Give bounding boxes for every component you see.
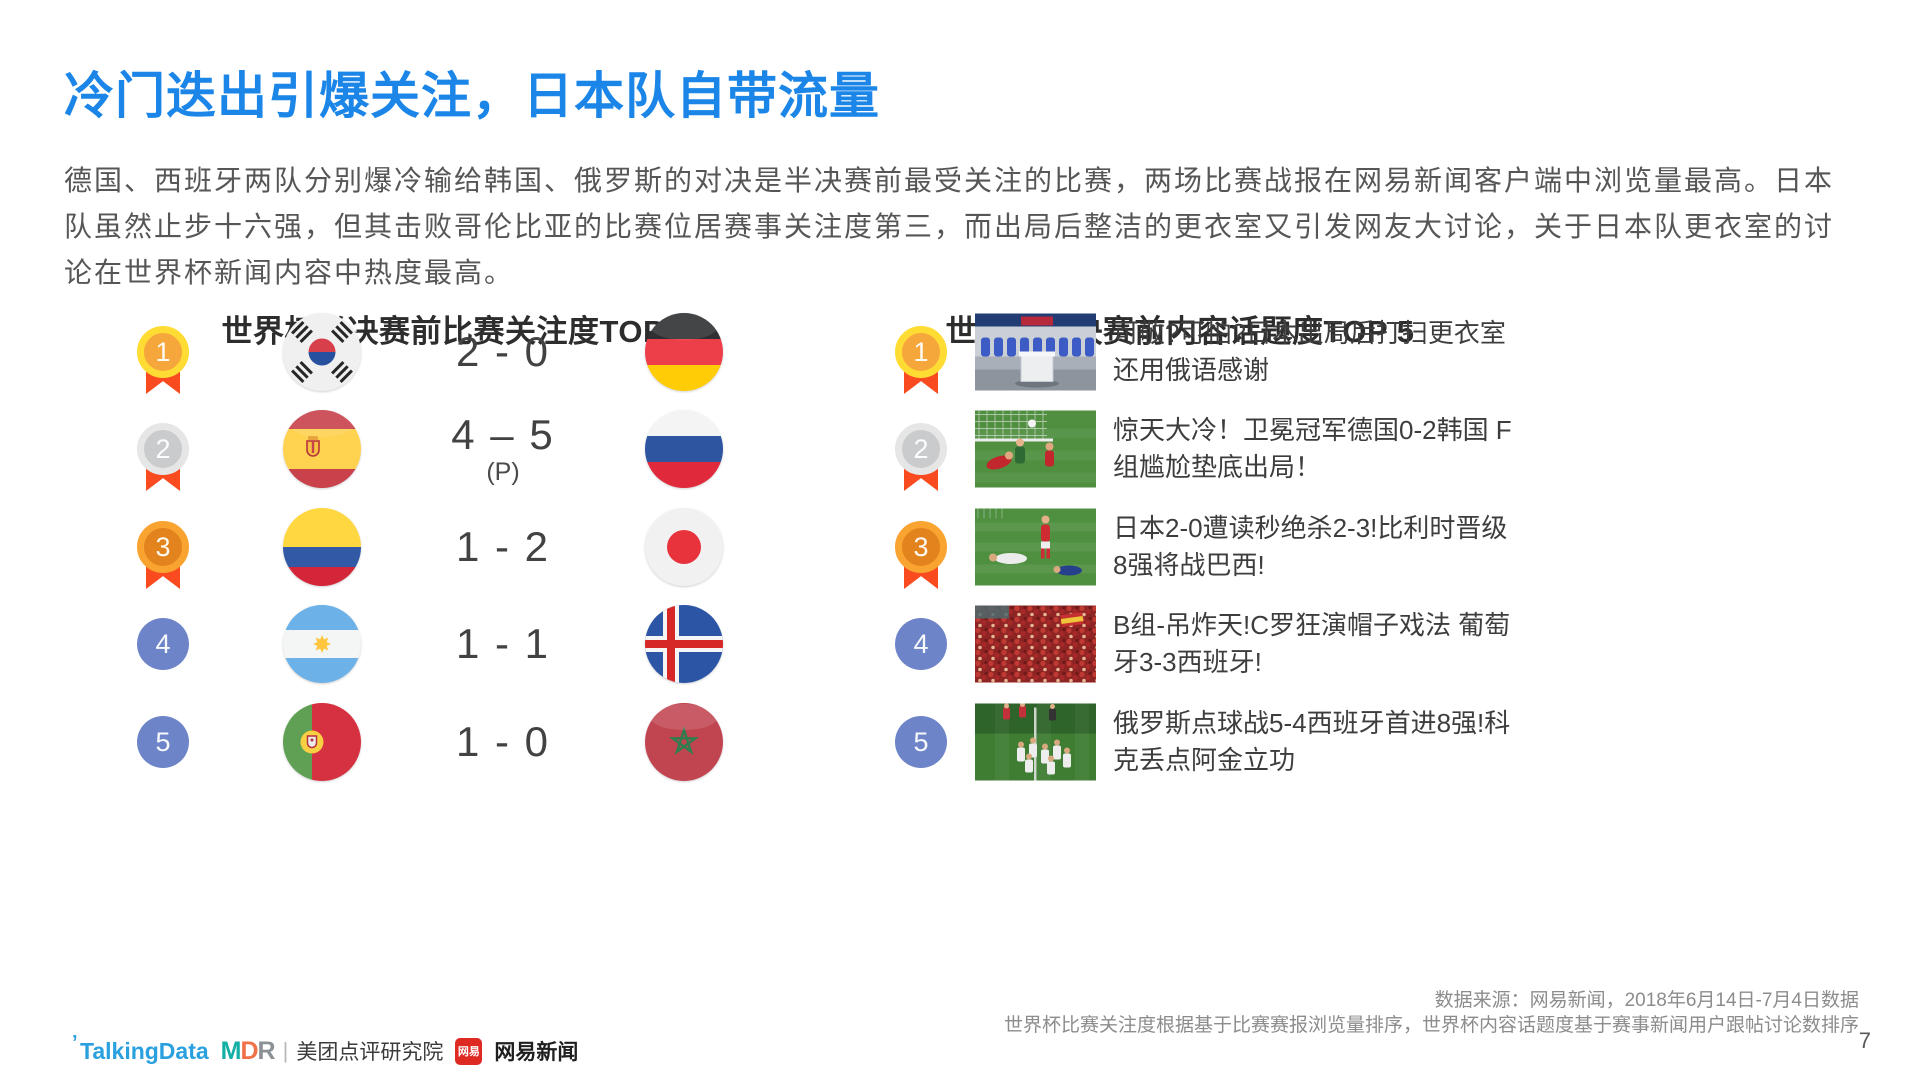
rank-number: 2 [137,423,189,475]
match-row-2: 2 4 – 5 (P) [0,400,1921,498]
topic-row-5: 5 俄罗斯点球战5-4西班牙首进8强!科克丢点阿金立功 [0,693,1921,791]
page-title: 冷门迭出引爆关注，日本队自带流量 [64,68,880,124]
bronze-medal-icon: 3 [895,521,947,589]
topic-row-1: 1 可敬?可怕?日本出局后打扫更衣室 还用俄语感谢 [0,303,1921,401]
rank-number: 3 [137,521,189,573]
logo-divider: | [282,1038,289,1063]
match-row-3: 3 1 - 2 [0,498,1921,596]
flag-portugal-icon [282,702,362,782]
silver-medal-icon: 2 [895,423,947,491]
match-row-1: 1 2 - 0 [0,303,1921,401]
talkingdata-logo: TalkingData [72,1032,209,1065]
flag-spain-icon [282,409,362,489]
match-score: 1 - 2 [455,523,551,570]
data-source-line2: 世界杯比赛关注度根据基于比赛赛报浏览量排序，世界杯内容话题度基于赛事新闻用户跟帖… [1003,1015,1859,1036]
news-headline: B组-吊炸天!C罗狂演帽子戏法 葡萄牙3-3西班牙! [1113,610,1511,677]
match-score: 1 - 0 [455,718,551,765]
news-photo-red-crowd [975,605,1096,683]
rank-number: 1 [137,326,189,378]
netease-news-label: 网易新闻 [494,1041,579,1064]
news-headline: 俄罗斯点球战5-4西班牙首进8强!科克丢点阿金立功 [1113,708,1511,775]
rank-number: 4 [137,618,189,670]
penalties-note: (P) [486,458,520,486]
rank-number: 4 [895,618,947,670]
match-row-5: 5 1 - 0 [0,693,1921,791]
rank-circle-icon: 4 [895,618,947,670]
match-score: 4 – 5 (P) [451,411,555,487]
news-photo-players-on-pitch [975,508,1096,586]
flag-iceland-icon [644,604,724,684]
topic-row-2: 2 惊天大冷！卫冕冠军德国0-2韩国 F组尴尬垫底出局！ [0,400,1921,498]
flag-germany-icon [644,312,724,392]
mdr-logo: MDR [220,1036,276,1065]
silver-medal-icon: 2 [137,423,189,491]
page-number: 7 [1858,1028,1871,1053]
gold-medal-icon: 1 [137,326,189,394]
news-headline: 可敬?可怕?日本出局后打扫更衣室 还用俄语感谢 [1113,318,1506,385]
rank-number: 3 [895,521,947,573]
data-source-note: 数据来源：网易新闻，2018年6月14日-7月4日数据 世界杯比赛关注度根据基于… [1004,988,1859,1038]
news-headline: 惊天大冷！卫冕冠军德国0-2韩国 F组尴尬垫底出局！ [1113,415,1512,482]
rank-number: 5 [895,716,947,768]
rank-circle-icon: 5 [895,716,947,768]
rank-circle-icon: 5 [137,716,189,768]
flag-argentina-icon [282,604,362,684]
footer-logos: TalkingData MDR | 美团点评研究院 网易 网易新闻 [72,1032,579,1066]
netease-news-logo: 网易 [455,1037,483,1065]
bronze-medal-icon: 3 [137,521,189,589]
news-headline: 日本2-0遭读秒绝杀2-3!比利时晋级8强将战巴西! [1113,513,1508,580]
meituan-institute-label: 美团点评研究院 [296,1041,444,1064]
rank-circle-icon: 4 [137,618,189,670]
topic-row-3: 3 日本2-0遭读秒绝杀2-3!比利时晋级8强将战巴西! [0,498,1921,596]
rank-number: 5 [137,716,189,768]
intro-paragraph: 德国、西班牙两队分别爆冷输给韩国、俄罗斯的对决是半决赛前最受关注的比赛，两场比赛… [64,165,1835,288]
match-row-4: 4 1 - 1 [0,595,1921,693]
topic-row-4: 4 B组-吊炸天!C罗狂演帽子戏法 葡萄牙3-3西班牙! [0,595,1921,693]
flag-south-korea-icon [282,312,362,392]
data-source-line1: 数据来源：网易新闻，2018年6月14日-7月4日数据 [1434,990,1859,1011]
news-photo-team-celebration [975,703,1096,781]
rank-number: 1 [895,326,947,378]
news-photo-locker-room [975,313,1096,391]
flag-japan-icon [644,507,724,587]
gold-medal-icon: 1 [895,326,947,394]
flag-russia-icon [644,409,724,489]
match-score: 1 - 1 [455,620,551,667]
flag-colombia-icon [282,507,362,587]
flag-morocco-icon [644,702,724,782]
news-photo-goal-scene [975,410,1096,488]
rank-number: 2 [895,423,947,475]
match-score: 2 - 0 [455,328,551,375]
